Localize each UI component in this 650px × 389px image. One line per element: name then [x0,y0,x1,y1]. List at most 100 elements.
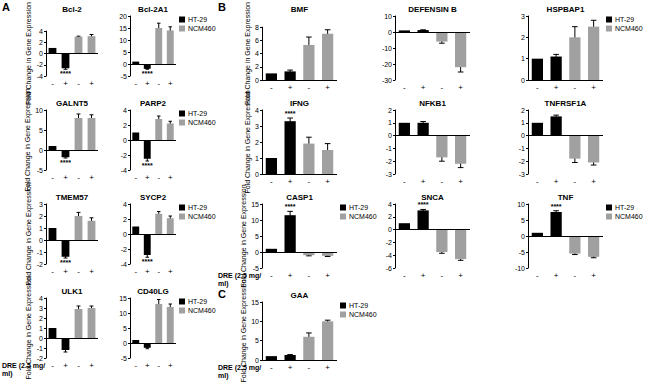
svg-text:Fold Change in Gene Expression: Fold Change in Gene Expression [24,88,32,191]
svg-text:NCM460: NCM460 [349,213,377,220]
svg-text:NCM460: NCM460 [188,25,216,32]
svg-text:+: + [63,361,68,370]
svg-text:SYCP2: SYCP2 [140,193,167,202]
svg-text:+: + [325,363,330,372]
svg-text:-2: -2 [37,61,43,68]
svg-text:-2: -2 [37,261,43,268]
svg-text:4: 4 [39,28,43,35]
svg-text:-10: -10 [382,45,392,52]
svg-text:-2: -2 [121,246,127,253]
svg-text:-: - [441,83,444,92]
svg-text:+: + [591,271,596,280]
svg-text:4: 4 [39,295,43,302]
svg-text:DRE (2.5 mg/: DRE (2.5 mg/ [2,362,45,370]
svg-text:Fold Change in Gene Expression: Fold Change in Gene Expression [240,279,248,382]
svg-text:4: 4 [388,201,392,208]
svg-text:+: + [325,83,330,92]
svg-text:-4: -4 [386,252,392,259]
svg-text:-5: -5 [121,73,127,80]
svg-text:0: 0 [255,77,259,84]
svg-text:0: 0 [388,132,392,139]
svg-text:+: + [421,177,426,186]
svg-text:+: + [458,83,463,92]
svg-text:-: - [51,79,54,88]
svg-text:NCM460: NCM460 [188,307,216,314]
svg-text:-1: -1 [519,145,525,152]
svg-text:+: + [145,173,150,182]
svg-text:-: - [134,173,137,182]
svg-text:NFKB1: NFKB1 [419,99,446,108]
svg-text:+: + [145,267,150,276]
svg-text:2: 2 [388,213,392,220]
svg-text:-2: -2 [519,158,525,165]
svg-text:-: - [403,177,406,186]
svg-text:-: - [536,271,539,280]
svg-text:2: 2 [255,63,259,70]
svg-text:1: 1 [255,155,259,162]
svg-text:HSPBAP1: HSPBAP1 [547,5,585,14]
svg-text:-1: -1 [37,345,43,352]
svg-text:-5: -5 [253,265,259,272]
svg-text:0: 0 [39,147,43,154]
svg-text:****: **** [60,70,71,77]
svg-text:0: 0 [39,335,43,342]
svg-text:10: 10 [35,107,43,114]
svg-text:+: + [168,173,173,182]
svg-text:-5: -5 [121,355,127,362]
svg-text:2: 2 [255,139,259,146]
svg-text:5: 5 [521,217,525,224]
svg-text:****: **** [142,70,153,77]
svg-text:****: **** [285,203,296,210]
svg-text:15: 15 [119,295,127,302]
svg-text:+: + [421,271,426,280]
svg-text:0: 0 [39,50,43,57]
svg-text:+: + [89,361,94,370]
svg-text:-2: -2 [121,152,127,159]
svg-text:10: 10 [251,217,259,224]
svg-text:1: 1 [521,55,525,62]
svg-text:0: 0 [521,233,525,240]
svg-text:-1: -1 [386,145,392,152]
svg-text:ULK1: ULK1 [62,287,83,296]
svg-text:NCM460: NCM460 [188,119,216,126]
svg-text:-: - [134,267,137,276]
svg-text:-: - [308,83,311,92]
svg-text:HT-29: HT-29 [188,16,207,23]
svg-text:2: 2 [123,216,127,223]
svg-text:GALNT5: GALNT5 [56,99,89,108]
svg-text:-: - [270,83,273,92]
svg-text:2: 2 [39,213,43,220]
svg-text:-2: -2 [386,158,392,165]
svg-text:0: 0 [521,132,525,139]
svg-text:-: - [51,361,54,370]
svg-text:-: - [441,271,444,280]
svg-text:15: 15 [119,25,127,32]
svg-text:+: + [168,79,173,88]
svg-text:+: + [145,79,150,88]
svg-text:B: B [218,1,226,13]
svg-text:4: 4 [255,50,259,57]
svg-text:ml): ml) [218,280,229,288]
svg-text:****: **** [551,203,562,210]
svg-text:3: 3 [255,123,259,130]
svg-text:CASP1: CASP1 [286,193,313,202]
svg-text:+: + [168,267,173,276]
svg-text:+: + [145,361,150,370]
svg-text:+: + [63,173,68,182]
svg-text:5: 5 [39,127,43,134]
svg-text:5: 5 [255,233,259,240]
svg-text:-: - [536,83,539,92]
svg-text:SNCA: SNCA [421,193,444,202]
svg-text:-: - [157,361,160,370]
svg-text:****: **** [142,162,153,169]
svg-text:NCM460: NCM460 [615,213,643,220]
svg-text:-: - [134,361,137,370]
svg-text:-: - [77,267,80,276]
svg-text:20: 20 [119,13,127,20]
svg-text:0: 0 [255,357,259,364]
svg-text:+: + [458,271,463,280]
svg-text:-: - [403,83,406,92]
svg-text:Bcl-2: Bcl-2 [62,5,82,14]
svg-text:+: + [458,177,463,186]
svg-text:-4: -4 [121,167,127,174]
